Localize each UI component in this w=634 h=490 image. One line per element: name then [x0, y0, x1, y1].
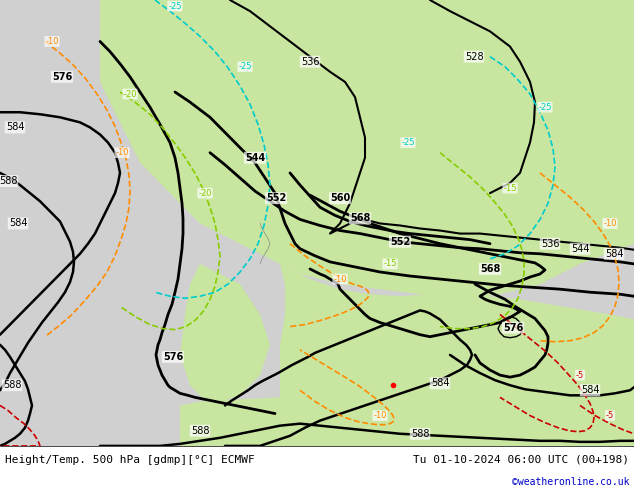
Text: 576: 576 — [503, 322, 523, 333]
Text: -25: -25 — [401, 138, 415, 147]
Text: -10: -10 — [333, 274, 347, 284]
Text: 588: 588 — [0, 176, 17, 186]
Text: -25: -25 — [538, 103, 552, 112]
Text: 584: 584 — [430, 378, 450, 388]
Text: -10: -10 — [115, 148, 129, 157]
Text: 588: 588 — [411, 429, 429, 439]
Text: 576: 576 — [52, 72, 72, 82]
Text: 584: 584 — [581, 385, 599, 395]
Text: -5: -5 — [576, 370, 584, 380]
Text: -20: -20 — [123, 90, 137, 98]
Polygon shape — [100, 0, 634, 299]
Text: -20: -20 — [198, 189, 212, 197]
Text: -25: -25 — [168, 1, 182, 11]
Text: Tu 01-10-2024 06:00 UTC (00+198): Tu 01-10-2024 06:00 UTC (00+198) — [413, 455, 629, 465]
Text: 544: 544 — [571, 244, 589, 254]
Text: -15: -15 — [383, 259, 397, 269]
Text: 536: 536 — [541, 239, 559, 249]
Text: 552: 552 — [266, 193, 286, 203]
Text: 560: 560 — [330, 193, 350, 203]
Text: 544: 544 — [245, 153, 265, 163]
Text: -25: -25 — [238, 62, 252, 71]
Text: 568: 568 — [350, 214, 370, 223]
Text: -10: -10 — [603, 219, 617, 228]
Text: -10: -10 — [373, 411, 387, 420]
Text: 552: 552 — [390, 237, 410, 246]
Text: -5: -5 — [606, 411, 614, 420]
Polygon shape — [280, 264, 634, 446]
Text: 584: 584 — [9, 219, 27, 228]
Polygon shape — [180, 264, 270, 405]
Text: ©weatheronline.co.uk: ©weatheronline.co.uk — [512, 477, 629, 487]
Text: -15: -15 — [503, 184, 517, 193]
Text: 568: 568 — [480, 264, 500, 274]
Text: -10: -10 — [45, 37, 59, 46]
Text: 584: 584 — [6, 122, 24, 132]
Text: 588: 588 — [3, 380, 22, 390]
Polygon shape — [180, 377, 634, 446]
Text: Height/Temp. 500 hPa [gdmp][°C] ECMWF: Height/Temp. 500 hPa [gdmp][°C] ECMWF — [5, 455, 255, 465]
Text: 528: 528 — [465, 51, 483, 62]
Text: 584: 584 — [605, 249, 623, 259]
Text: 576: 576 — [163, 352, 183, 362]
Text: 588: 588 — [191, 426, 209, 436]
Text: 536: 536 — [301, 57, 320, 67]
